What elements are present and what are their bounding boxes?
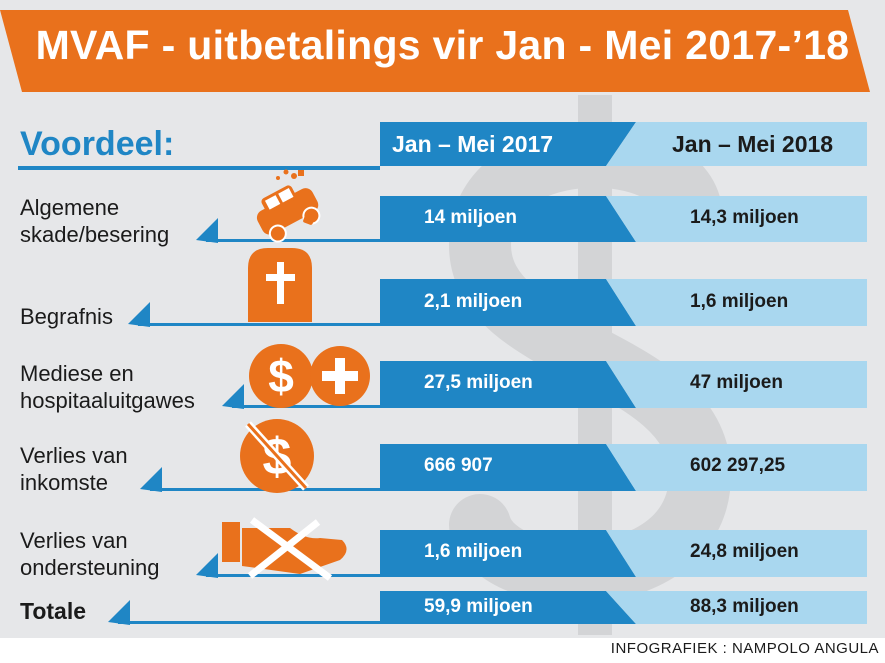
- row-label-line: Verlies van: [20, 443, 128, 468]
- row-pointer-line-support-loss: [206, 574, 380, 577]
- row-bar-2018-total: [606, 591, 867, 624]
- row-bar-2017-funeral: [380, 279, 636, 326]
- row-label-general-damage: Algemene skade/besering: [20, 194, 169, 248]
- no-hand-support-icon: [222, 517, 347, 581]
- row-pointer-arrow-total: [108, 600, 130, 625]
- row-pointer-line-total: [118, 621, 380, 624]
- value-2018-general-damage: 14,3 miljoen: [690, 207, 799, 228]
- value-2018-total: 88,3 miljoen: [690, 596, 799, 617]
- value-2017-medical: 27,5 miljoen: [424, 372, 533, 393]
- header-bar-2017: [380, 122, 636, 166]
- value-2018-income-loss: 602 297,25: [690, 455, 786, 476]
- header-underline: [18, 166, 380, 170]
- column-header-2018: Jan – Mei 2018: [672, 131, 834, 157]
- row-bar-2017-medical: [380, 361, 636, 408]
- row-label-line: skade/besering: [20, 222, 170, 247]
- value-2018-support-loss: 24,8 miljoen: [690, 541, 799, 562]
- value-2017-income-loss: 666 907: [424, 455, 493, 476]
- column-header-benefit: Voordeel:: [20, 125, 175, 163]
- car-crash-icon: [256, 169, 321, 243]
- row-label-line: Mediese en: [20, 361, 134, 386]
- row-label-income-loss: Verlies van inkomste: [20, 442, 128, 496]
- row-bar-2018-funeral: [606, 279, 867, 326]
- row-label-line: Verlies van: [20, 528, 128, 553]
- row-bar-2018-medical: [606, 361, 867, 408]
- value-2017-support-loss: 1,6 miljoen: [424, 541, 523, 562]
- svg-text:$: $: [268, 350, 294, 402]
- row-label-line: inkomste: [20, 470, 109, 495]
- dollar-plus-icon: $: [249, 344, 370, 408]
- value-2017-funeral: 2,1 miljoen: [424, 291, 523, 312]
- row-pointer-line-general-damage: [206, 239, 380, 242]
- row-label-line: hospitaaluitgawes: [20, 388, 195, 413]
- row-bar-2017-total: [380, 591, 636, 624]
- row-bar-2017-income-loss: [380, 444, 636, 491]
- row-label-medical: Mediese en hospitaaluitgawes: [20, 360, 195, 414]
- row-pointer-arrow-general-damage: [196, 218, 218, 243]
- row-label-funeral: Begrafnis: [20, 303, 113, 330]
- value-2017-general-damage: 14 miljoen: [424, 207, 517, 228]
- column-header-2017: Jan – Mei 2017: [392, 131, 554, 157]
- value-2018-funeral: 1,6 miljoen: [690, 291, 789, 312]
- tombstone-cross-icon: [248, 248, 312, 322]
- row-label-total: Totale: [20, 598, 87, 624]
- row-label-support-loss: Verlies van ondersteuning: [20, 527, 159, 581]
- chart-title: MVAF - uitbetalings vir Jan - Mei 2017-’…: [35, 22, 850, 68]
- header-bar-2018: [606, 122, 867, 166]
- row-bar-2018-support-loss: [606, 530, 867, 577]
- infographic-credit: INFOGRAFIEK : NAMPOLO ANGULA: [610, 640, 879, 657]
- row-bar-2018-general-damage: [606, 196, 867, 242]
- row-bar-2017-support-loss: [380, 530, 636, 577]
- value-2018-medical: 47 miljoen: [690, 372, 783, 393]
- row-pointer-line-funeral: [138, 323, 380, 326]
- row-bar-2017-general-damage: [380, 196, 636, 242]
- row-pointer-arrow-income-loss: [140, 467, 162, 492]
- row-label-line: ondersteuning: [20, 555, 160, 580]
- row-pointer-arrow-funeral: [128, 302, 150, 327]
- value-2017-total: 59,9 miljoen: [424, 596, 533, 617]
- row-pointer-line-medical: [232, 405, 380, 408]
- row-label-line: Algemene: [20, 195, 120, 220]
- row-label-line: Begrafnis: [20, 304, 113, 329]
- no-dollar-icon: $: [240, 419, 314, 493]
- row-pointer-arrow-medical: [222, 384, 244, 409]
- row-bar-2018-income-loss: [606, 444, 867, 491]
- title-banner: [0, 10, 870, 92]
- row-pointer-arrow-support-loss: [196, 553, 218, 578]
